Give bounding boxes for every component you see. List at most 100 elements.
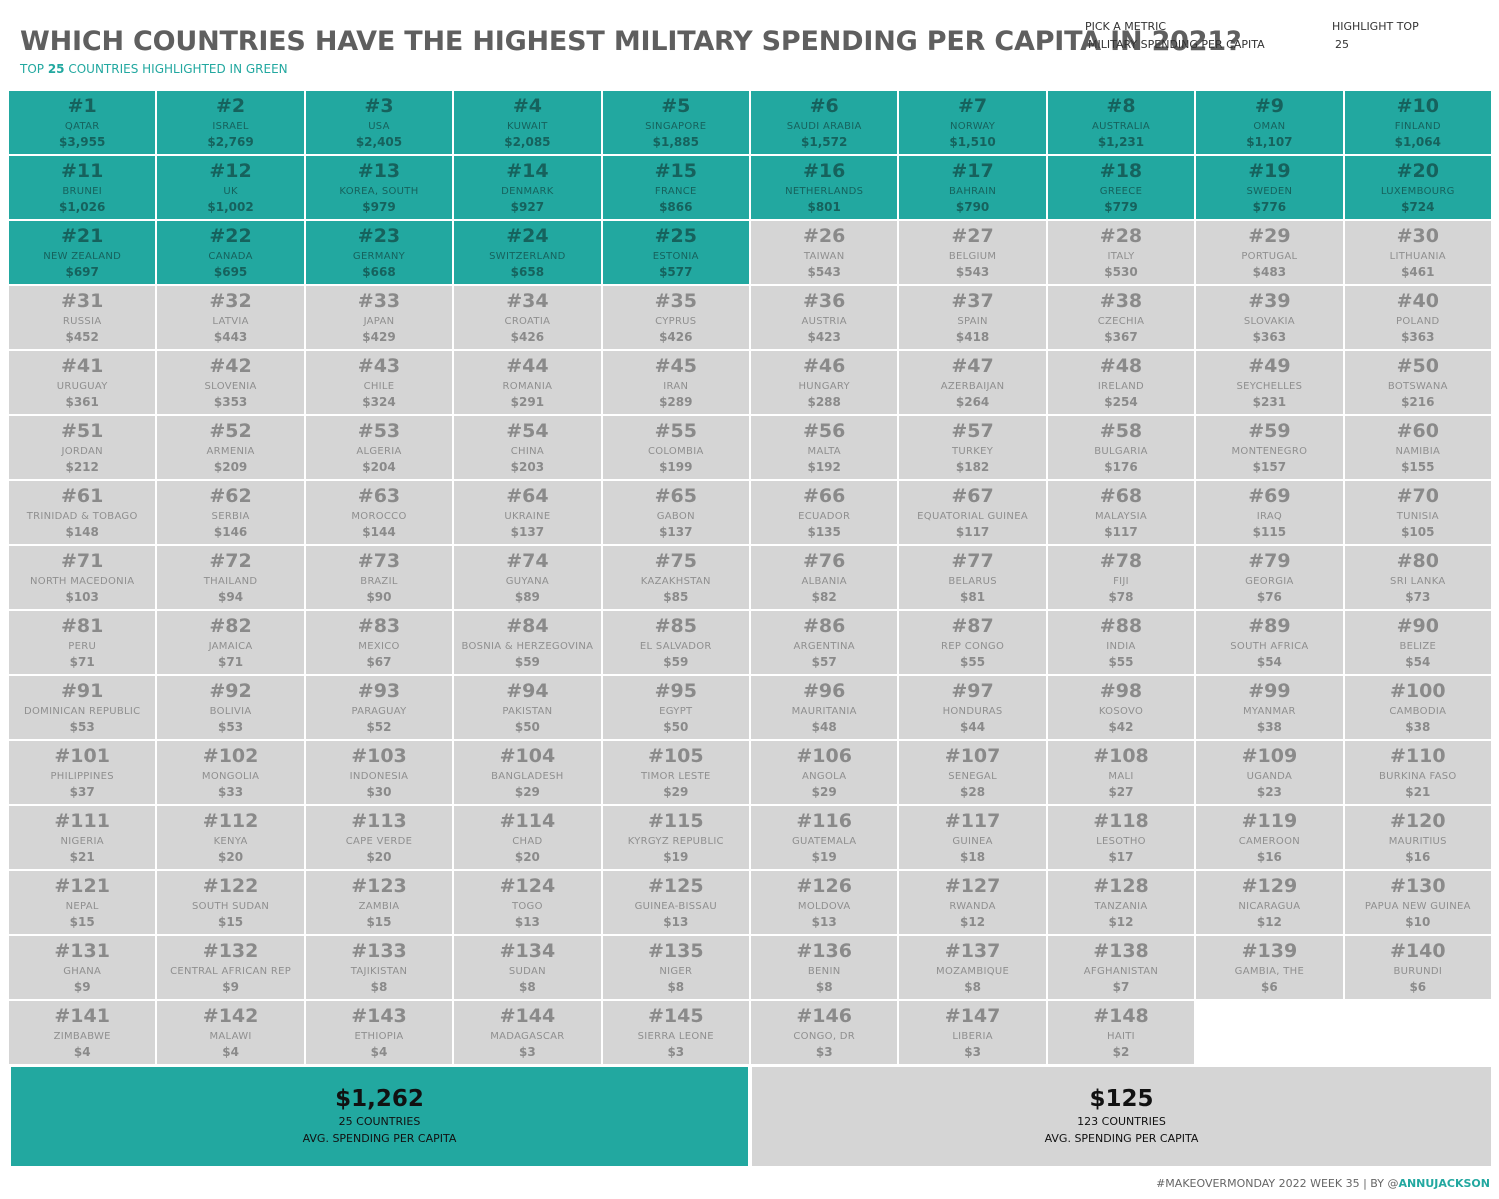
country-cell[interactable]: #20 LUXEMBOURG $724 — [1344, 156, 1491, 219]
country-cell[interactable]: #127 RWANDA $12 — [899, 871, 1046, 934]
country-cell[interactable]: #31 RUSSIA $452 — [9, 286, 156, 349]
country-cell[interactable]: #85 EL SALVADOR $59 — [602, 611, 749, 674]
country-cell[interactable]: #88 INDIA $55 — [1047, 611, 1195, 674]
country-cell[interactable]: #52 ARMENIA $209 — [157, 416, 304, 479]
country-cell[interactable]: #4 KUWAIT $2,085 — [454, 91, 601, 154]
country-cell[interactable]: #9 OMAN $1,107 — [1196, 91, 1343, 154]
country-cell[interactable]: #63 MOROCCO $144 — [305, 481, 453, 544]
country-cell[interactable]: #17 BAHRAIN $790 — [899, 156, 1046, 219]
country-cell[interactable]: #69 IRAQ $115 — [1196, 481, 1343, 544]
country-cell[interactable]: #132 CENTRAL AFRICAN REP $9 — [157, 936, 304, 999]
country-cell[interactable]: #120 MAURITIUS $16 — [1344, 806, 1491, 869]
country-cell[interactable]: #113 CAPE VERDE $20 — [305, 806, 453, 869]
country-cell[interactable]: #104 BANGLADESH $29 — [454, 741, 601, 804]
country-cell[interactable]: #32 LATVIA $443 — [157, 286, 304, 349]
country-cell[interactable]: #65 GABON $137 — [602, 481, 749, 544]
country-cell[interactable]: #59 MONTENEGRO $157 — [1196, 416, 1343, 479]
country-cell[interactable]: #91 DOMINICAN REPUBLIC $53 — [9, 676, 156, 739]
country-cell[interactable]: #49 SEYCHELLES $231 — [1196, 351, 1343, 414]
country-cell[interactable]: #62 SERBIA $146 — [157, 481, 304, 544]
country-cell[interactable]: #99 MYANMAR $38 — [1196, 676, 1343, 739]
country-cell[interactable]: #89 SOUTH AFRICA $54 — [1196, 611, 1343, 674]
country-cell[interactable]: #90 BELIZE $54 — [1344, 611, 1491, 674]
country-cell[interactable]: #1 QATAR $3,955 — [9, 91, 156, 154]
country-cell[interactable]: #74 GUYANA $89 — [454, 546, 601, 609]
country-cell[interactable]: #13 KOREA, SOUTH $979 — [305, 156, 453, 219]
highlight-top-input[interactable]: 25 — [1335, 38, 1349, 51]
country-cell[interactable]: #146 CONGO, DR $3 — [751, 1001, 898, 1064]
country-cell[interactable]: #118 LESOTHO $17 — [1047, 806, 1195, 869]
country-cell[interactable]: #130 PAPUA NEW GUINEA $10 — [1344, 871, 1491, 934]
country-cell[interactable]: #119 CAMEROON $16 — [1196, 806, 1343, 869]
country-cell[interactable]: #107 SENEGAL $28 — [899, 741, 1046, 804]
country-cell[interactable]: #18 GREECE $779 — [1047, 156, 1195, 219]
country-cell[interactable]: #100 CAMBODIA $38 — [1344, 676, 1491, 739]
country-cell[interactable]: #3 USA $2,405 — [305, 91, 453, 154]
country-cell[interactable]: #33 JAPAN $429 — [305, 286, 453, 349]
country-cell[interactable]: #82 JAMAICA $71 — [157, 611, 304, 674]
country-cell[interactable]: #42 SLOVENIA $353 — [157, 351, 304, 414]
country-cell[interactable]: #116 GUATEMALA $19 — [751, 806, 898, 869]
country-cell[interactable]: #41 URUGUAY $361 — [9, 351, 156, 414]
country-cell[interactable]: #21 NEW ZEALAND $697 — [9, 221, 156, 284]
country-cell[interactable]: #83 MEXICO $67 — [305, 611, 453, 674]
country-cell[interactable]: #56 MALTA $192 — [751, 416, 898, 479]
country-cell[interactable]: #23 GERMANY $668 — [305, 221, 453, 284]
country-cell[interactable]: #73 BRAZIL $90 — [305, 546, 453, 609]
country-cell[interactable]: #105 TIMOR LESTE $29 — [602, 741, 749, 804]
country-cell[interactable]: #40 POLAND $363 — [1344, 286, 1491, 349]
country-cell[interactable]: #34 CROATIA $426 — [454, 286, 601, 349]
country-cell[interactable]: #6 SAUDI ARABIA $1,572 — [751, 91, 898, 154]
country-cell[interactable]: #11 BRUNEI $1,026 — [9, 156, 156, 219]
country-cell[interactable]: #61 TRINIDAD & TOBAGO $148 — [9, 481, 156, 544]
country-cell[interactable]: #72 THAILAND $94 — [157, 546, 304, 609]
country-cell[interactable]: #114 CHAD $20 — [454, 806, 601, 869]
country-cell[interactable]: #111 NIGERIA $21 — [9, 806, 156, 869]
country-cell[interactable]: #134 SUDAN $8 — [454, 936, 601, 999]
country-cell[interactable]: #77 BELARUS $81 — [899, 546, 1046, 609]
country-cell[interactable]: #92 BOLIVIA $53 — [157, 676, 304, 739]
country-cell[interactable]: #8 AUSTRALIA $1,231 — [1047, 91, 1195, 154]
country-cell[interactable]: #87 REP CONGO $55 — [899, 611, 1046, 674]
country-cell[interactable]: #126 MOLDOVA $13 — [751, 871, 898, 934]
country-cell[interactable]: #24 SWITZERLAND $658 — [454, 221, 601, 284]
country-cell[interactable]: #45 IRAN $289 — [602, 351, 749, 414]
country-cell[interactable]: #37 SPAIN $418 — [899, 286, 1046, 349]
country-cell[interactable]: #138 AFGHANISTAN $7 — [1047, 936, 1195, 999]
country-cell[interactable]: #7 NORWAY $1,510 — [899, 91, 1046, 154]
country-cell[interactable]: #51 JORDAN $212 — [9, 416, 156, 479]
country-cell[interactable]: #142 MALAWI $4 — [157, 1001, 304, 1064]
country-cell[interactable]: #117 GUINEA $18 — [899, 806, 1046, 869]
country-cell[interactable]: #71 NORTH MACEDONIA $103 — [9, 546, 156, 609]
country-cell[interactable]: #79 GEORGIA $76 — [1196, 546, 1343, 609]
country-cell[interactable]: #96 MAURITANIA $48 — [751, 676, 898, 739]
country-cell[interactable]: #148 HAITI $2 — [1047, 1001, 1195, 1064]
country-cell[interactable]: #133 TAJIKISTAN $8 — [305, 936, 453, 999]
country-cell[interactable]: #93 PARAGUAY $52 — [305, 676, 453, 739]
country-cell[interactable]: #54 CHINA $203 — [454, 416, 601, 479]
country-cell[interactable]: #125 GUINEA-BISSAU $13 — [602, 871, 749, 934]
country-cell[interactable]: #103 INDONESIA $30 — [305, 741, 453, 804]
country-cell[interactable]: #5 SINGAPORE $1,885 — [602, 91, 749, 154]
country-cell[interactable]: #47 AZERBAIJAN $264 — [899, 351, 1046, 414]
country-cell[interactable]: #121 NEPAL $15 — [9, 871, 156, 934]
country-cell[interactable]: #38 CZECHIA $367 — [1047, 286, 1195, 349]
country-cell[interactable]: #15 FRANCE $866 — [602, 156, 749, 219]
country-cell[interactable]: #84 BOSNIA & HERZEGOVINA $59 — [454, 611, 601, 674]
country-cell[interactable]: #12 UK $1,002 — [157, 156, 304, 219]
country-cell[interactable]: #109 UGANDA $23 — [1196, 741, 1343, 804]
country-cell[interactable]: #102 MONGOLIA $33 — [157, 741, 304, 804]
country-cell[interactable]: #35 CYPRUS $426 — [602, 286, 749, 349]
country-cell[interactable]: #16 NETHERLANDS $801 — [751, 156, 898, 219]
country-cell[interactable]: #128 TANZANIA $12 — [1047, 871, 1195, 934]
country-cell[interactable]: #86 ARGENTINA $57 — [751, 611, 898, 674]
country-cell[interactable]: #135 NIGER $8 — [602, 936, 749, 999]
country-cell[interactable]: #55 COLOMBIA $199 — [602, 416, 749, 479]
country-cell[interactable]: #48 IRELAND $254 — [1047, 351, 1195, 414]
country-cell[interactable]: #10 FINLAND $1,064 — [1344, 91, 1491, 154]
country-cell[interactable]: #19 SWEDEN $776 — [1196, 156, 1343, 219]
country-cell[interactable]: #98 KOSOVO $42 — [1047, 676, 1195, 739]
country-cell[interactable]: #60 NAMIBIA $155 — [1344, 416, 1491, 479]
country-cell[interactable]: #97 HONDURAS $44 — [899, 676, 1046, 739]
country-cell[interactable]: #137 MOZAMBIQUE $8 — [899, 936, 1046, 999]
